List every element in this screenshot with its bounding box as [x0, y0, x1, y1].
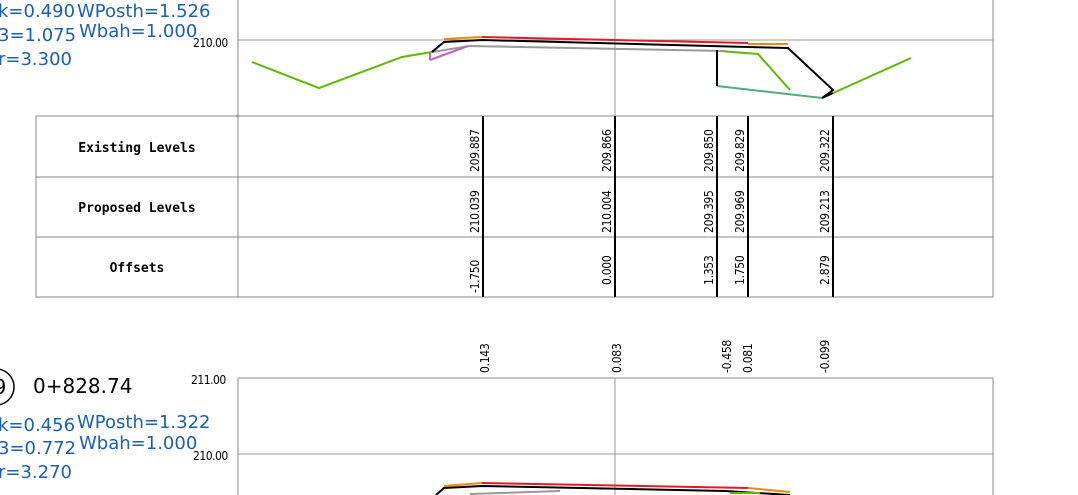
- existing-ground-left: [251, 51, 433, 90]
- levels-table: [35, 115, 994, 298]
- batter-line: [429, 45, 469, 61]
- offset-value-1: -1.750: [468, 260, 482, 293]
- info-r: r=3.300: [0, 49, 72, 70]
- elev-label-210: 210.00: [193, 36, 228, 50]
- info-3: 3=1.075: [0, 25, 76, 46]
- drain-end: [821, 92, 834, 99]
- row-label-existing: Existing Levels: [78, 141, 195, 156]
- offset-value-2: 0.000: [600, 255, 614, 285]
- proposed-line: [481, 36, 749, 44]
- chainage-label: 0+828.74: [33, 374, 132, 398]
- proposed-value-4: 209.969: [733, 190, 747, 233]
- shoulder-left: [443, 36, 483, 40]
- info-k: k=0.490: [0, 1, 75, 22]
- info-k-2: k=0.456: [0, 415, 75, 436]
- diff-value-5: -0.099: [818, 340, 832, 373]
- info-wbah-2: Wbah=1.000: [79, 433, 197, 454]
- info-3-2: 3=0.772: [0, 438, 76, 459]
- subgrade-line-2: [469, 490, 561, 495]
- offset-value-4: 1.750: [733, 255, 747, 285]
- proposed-value-2: 210.004: [600, 190, 614, 233]
- diff-value-2: 0.083: [610, 344, 624, 373]
- subgrade-line: [431, 44, 726, 53]
- section-2: 0.143 0.083 -0.458 0.081 -0.099 9 0+828.…: [0, 340, 994, 495]
- drain-line: [716, 85, 823, 99]
- info-r-2: r=3.270: [0, 462, 72, 483]
- existing-ground-right: [821, 57, 912, 99]
- finished-line: [431, 38, 835, 99]
- proposed-line-2: [481, 482, 749, 489]
- offset-value-5: 2.879: [818, 255, 832, 285]
- proposed-value-5: 209.213: [818, 190, 832, 233]
- elev-label-210-2: 210.00: [193, 449, 228, 463]
- diff-value-3: -0.458: [720, 340, 734, 373]
- existing-ground-mid: [719, 50, 791, 91]
- diff-value-4: 0.081: [741, 344, 755, 373]
- info-wposth-2: WPosth=1.322: [77, 412, 210, 433]
- proposed-value-1: 210.039: [468, 190, 482, 233]
- proposed-value-3: 209.395: [702, 190, 716, 233]
- section-1: k=0.490 WPosth=1.526 3=1.075 Wbah=1.000 …: [0, 0, 994, 298]
- offset-value-3: 1.353: [702, 256, 716, 285]
- existing-value-2: 209.866: [600, 129, 614, 172]
- shoulder-left-2: [443, 482, 483, 487]
- section-number-circle: [0, 368, 15, 406]
- existing-value-5: 209.322: [818, 129, 832, 172]
- shoulder-right-2: [747, 487, 791, 493]
- section-number: 9: [0, 375, 6, 399]
- row-label-proposed: Proposed Levels: [78, 201, 195, 216]
- row-label-offsets: Offsets: [110, 261, 165, 276]
- existing-value-3: 209.850: [702, 129, 716, 172]
- info-wposth: WPosth=1.526: [77, 1, 210, 22]
- elev-label-211: 211.00: [191, 373, 226, 387]
- info-wbah: Wbah=1.000: [79, 21, 197, 42]
- diff-value-1: 0.143: [478, 344, 492, 373]
- existing-value-4: 209.829: [733, 129, 747, 172]
- existing-value-1: 209.887: [468, 129, 482, 172]
